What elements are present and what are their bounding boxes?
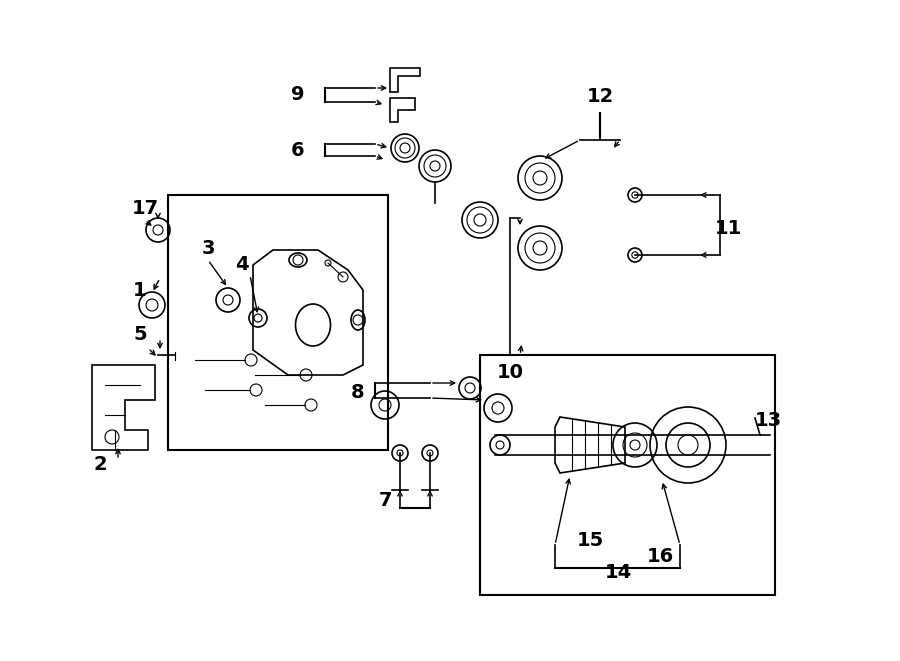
Text: 15: 15 bbox=[576, 531, 604, 549]
Text: 7: 7 bbox=[378, 490, 392, 510]
Text: 3: 3 bbox=[202, 239, 215, 258]
Text: 13: 13 bbox=[754, 410, 781, 430]
Text: 12: 12 bbox=[587, 87, 614, 106]
Text: 4: 4 bbox=[235, 254, 248, 274]
Text: 5: 5 bbox=[133, 325, 147, 344]
Text: 11: 11 bbox=[715, 219, 742, 237]
Bar bbox=[480, 355, 775, 595]
Text: 16: 16 bbox=[646, 547, 673, 566]
Text: 14: 14 bbox=[605, 563, 632, 582]
Text: 8: 8 bbox=[351, 383, 364, 403]
Bar bbox=[168, 195, 388, 450]
Text: 1: 1 bbox=[133, 280, 147, 299]
Text: 10: 10 bbox=[497, 362, 524, 381]
Text: 9: 9 bbox=[292, 85, 305, 104]
Text: 2: 2 bbox=[94, 455, 107, 475]
Text: 6: 6 bbox=[292, 141, 305, 159]
Text: 17: 17 bbox=[131, 198, 158, 217]
